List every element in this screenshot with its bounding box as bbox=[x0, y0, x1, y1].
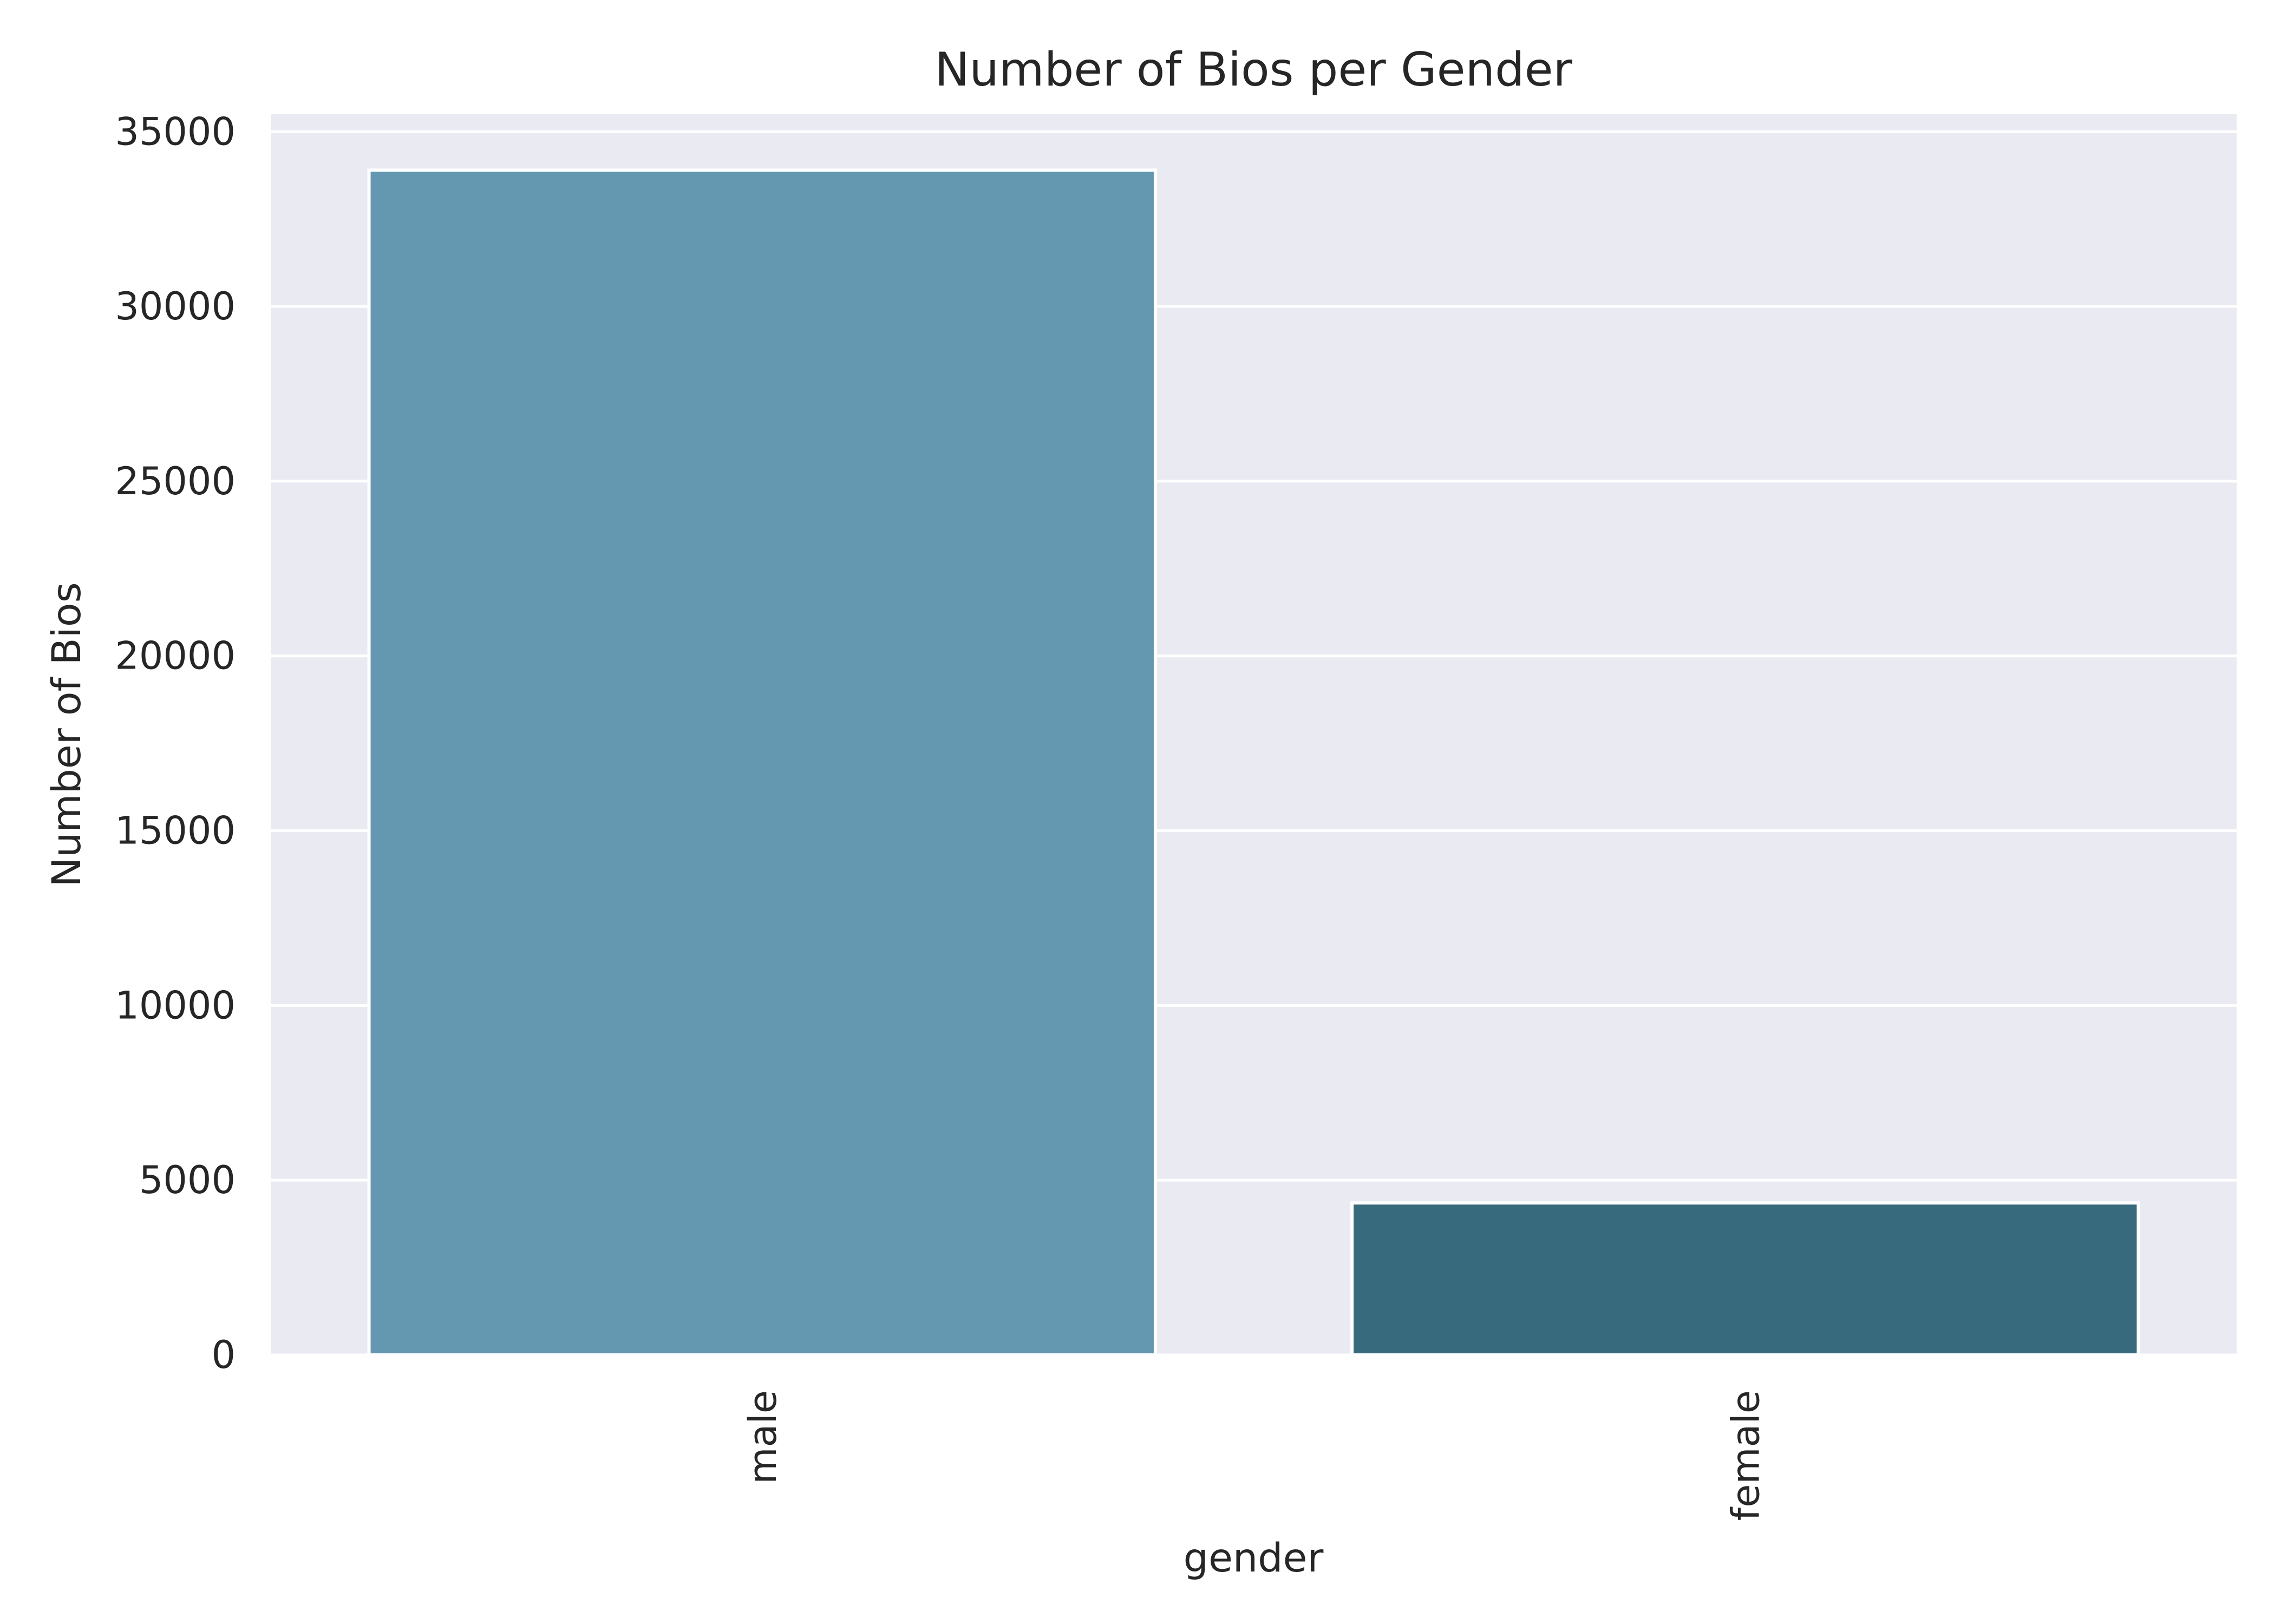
y-tick-label: 0 bbox=[211, 1333, 236, 1377]
y-tick-label: 20000 bbox=[115, 634, 236, 678]
y-axis-ticks: 0 5000 10000 15000 20000 25000 30000 35000 bbox=[115, 109, 236, 1377]
bar-female bbox=[1350, 1201, 2140, 1357]
x-tick-label-female: female bbox=[1723, 1390, 1768, 1521]
bar-male bbox=[367, 168, 1157, 1357]
y-tick-label: 10000 bbox=[115, 983, 236, 1027]
y-tick-label: 35000 bbox=[115, 109, 236, 154]
x-tick-label-male: male bbox=[741, 1390, 785, 1484]
y-tick-label: 5000 bbox=[139, 1158, 236, 1202]
bars bbox=[367, 168, 2140, 1357]
x-axis-ticks: male female bbox=[741, 1390, 1768, 1521]
y-axis-label: Number of Bios bbox=[44, 582, 90, 887]
x-axis-label: gender bbox=[1184, 1535, 1324, 1581]
y-tick-label: 15000 bbox=[115, 809, 236, 853]
y-tick-label: 25000 bbox=[115, 459, 236, 503]
y-tick-label: 30000 bbox=[115, 284, 236, 329]
chart-title: Number of Bios per Gender bbox=[935, 43, 1572, 97]
